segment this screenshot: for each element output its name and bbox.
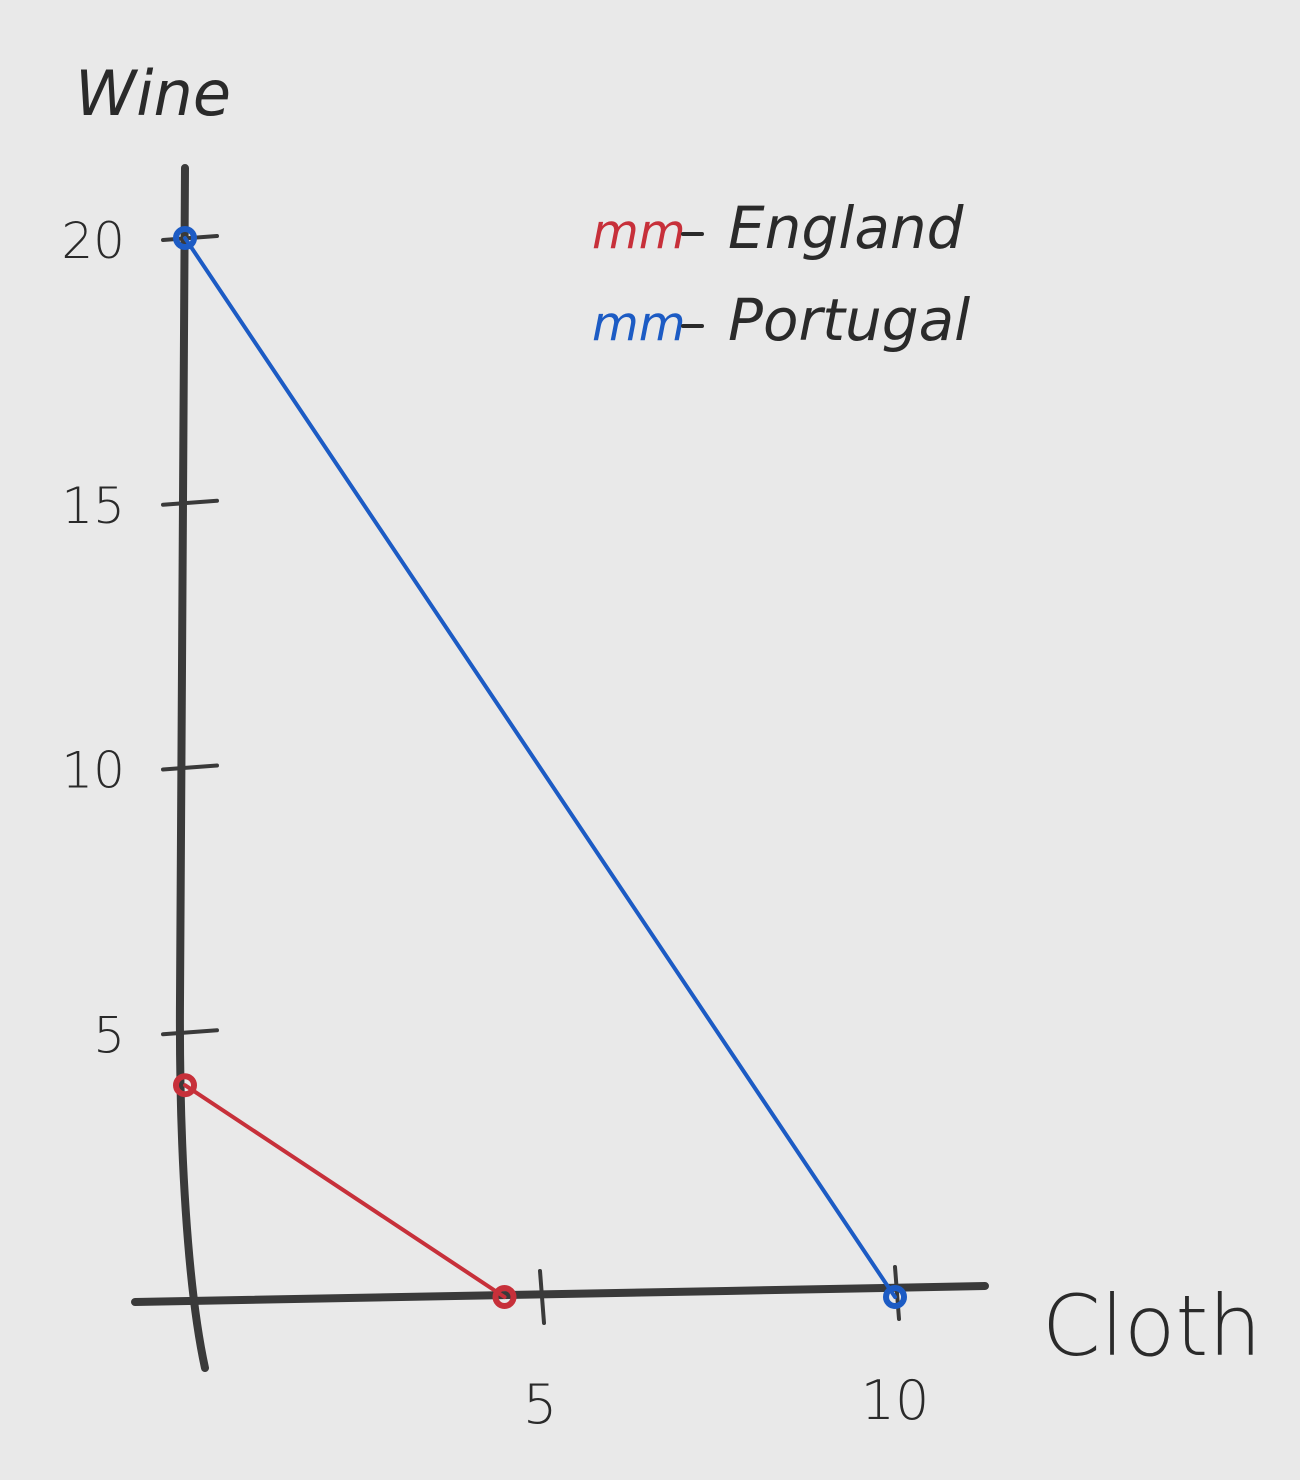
axes bbox=[131, 164, 989, 1372]
y-tick-mark-20 bbox=[161, 234, 219, 242]
y-tick-mark-10 bbox=[161, 763, 219, 772]
tick-group: 5 10 15 20 5 10 bbox=[61, 212, 929, 1436]
y-tick-mark-5 bbox=[161, 1028, 219, 1037]
y-tick-label-5: 5 bbox=[93, 1006, 125, 1064]
legend-label-england: England bbox=[728, 194, 965, 262]
series-group bbox=[173, 226, 907, 1309]
x-axis-line bbox=[131, 1282, 989, 1306]
y-tick-label-10: 10 bbox=[61, 742, 125, 800]
x-axis-title: Cloth bbox=[1042, 1277, 1262, 1375]
data-point-england-0 bbox=[173, 1073, 197, 1098]
data-point-portugal-1 bbox=[883, 1285, 907, 1309]
legend-swatch-england: mm bbox=[592, 204, 686, 260]
y-axis-line bbox=[175, 164, 209, 1372]
y-tick-mark-15 bbox=[161, 498, 219, 507]
legend: mm England mm Portugal bbox=[592, 194, 970, 354]
x-tick-mark-5 bbox=[538, 1269, 546, 1325]
x-tick-label-10: 10 bbox=[861, 1369, 930, 1432]
x-tick-mark-10 bbox=[893, 1265, 901, 1321]
y-tick-label-15: 15 bbox=[61, 477, 125, 535]
y-tick-label-20: 20 bbox=[61, 212, 125, 270]
series-line-england bbox=[183, 1083, 507, 1299]
y-axis-title: Wine bbox=[75, 57, 231, 130]
legend-label-portugal: Portugal bbox=[728, 286, 970, 354]
x-tick-label-5: 5 bbox=[523, 1373, 557, 1436]
series-line-portugal bbox=[183, 236, 897, 1299]
data-point-england-1 bbox=[492, 1285, 517, 1309]
legend-swatch-portugal: mm bbox=[592, 296, 686, 352]
data-point-portugal-0 bbox=[173, 226, 197, 250]
